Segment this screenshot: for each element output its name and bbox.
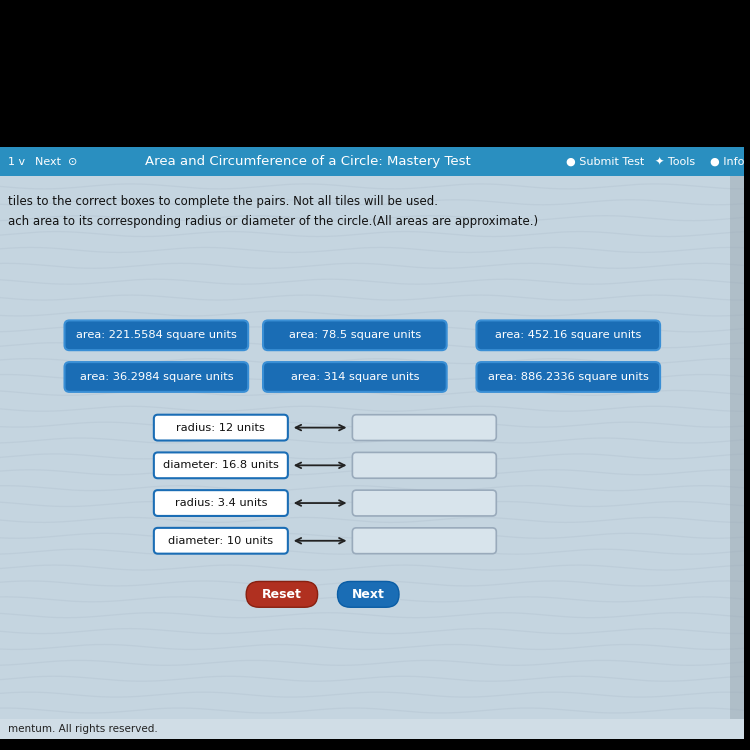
Text: radius: 12 units: radius: 12 units [176,422,266,433]
Text: area: 36.2984 square units: area: 36.2984 square units [80,372,233,382]
Text: Next: Next [352,588,385,601]
Polygon shape [0,147,745,176]
Text: mentum. All rights reserved.: mentum. All rights reserved. [8,724,158,734]
FancyBboxPatch shape [154,490,288,516]
Text: radius: 3.4 units: radius: 3.4 units [175,498,267,508]
FancyBboxPatch shape [352,452,497,478]
FancyBboxPatch shape [476,320,660,350]
Polygon shape [0,740,745,747]
FancyBboxPatch shape [64,362,248,392]
FancyBboxPatch shape [154,528,288,554]
FancyBboxPatch shape [338,581,399,608]
Text: Area and Circumference of a Circle: Mastery Test: Area and Circumference of a Circle: Mast… [145,155,470,168]
FancyBboxPatch shape [352,528,497,554]
FancyBboxPatch shape [476,362,660,392]
Text: ● Submit Test: ● Submit Test [566,157,644,166]
FancyBboxPatch shape [246,581,318,608]
FancyBboxPatch shape [154,415,288,440]
Text: ✦ Tools: ✦ Tools [655,157,695,166]
FancyBboxPatch shape [352,490,497,516]
Polygon shape [0,719,745,740]
Text: tiles to the correct boxes to complete the pairs. Not all tiles will be used.: tiles to the correct boxes to complete t… [8,195,438,208]
FancyBboxPatch shape [352,415,497,440]
Text: ● Info: ● Info [710,157,744,166]
Text: ach area to its corresponding radius or diameter of the circle.(All areas are ap: ach area to its corresponding radius or … [8,214,538,228]
FancyBboxPatch shape [263,320,447,350]
Text: 1 v: 1 v [8,157,25,166]
Text: Reset: Reset [262,588,302,601]
FancyBboxPatch shape [154,452,288,478]
Text: area: 78.5 square units: area: 78.5 square units [289,330,421,340]
Text: area: 452.16 square units: area: 452.16 square units [495,330,641,340]
Text: area: 314 square units: area: 314 square units [290,372,419,382]
Text: diameter: 16.8 units: diameter: 16.8 units [163,460,279,470]
FancyBboxPatch shape [64,320,248,350]
Text: Next  ⊙: Next ⊙ [34,157,77,166]
Text: diameter: 10 units: diameter: 10 units [168,536,274,546]
Polygon shape [0,3,745,147]
Text: area: 886.2336 square units: area: 886.2336 square units [488,372,649,382]
Polygon shape [0,176,745,719]
Polygon shape [730,176,745,719]
FancyBboxPatch shape [263,362,447,392]
Text: area: 221.5584 square units: area: 221.5584 square units [76,330,237,340]
